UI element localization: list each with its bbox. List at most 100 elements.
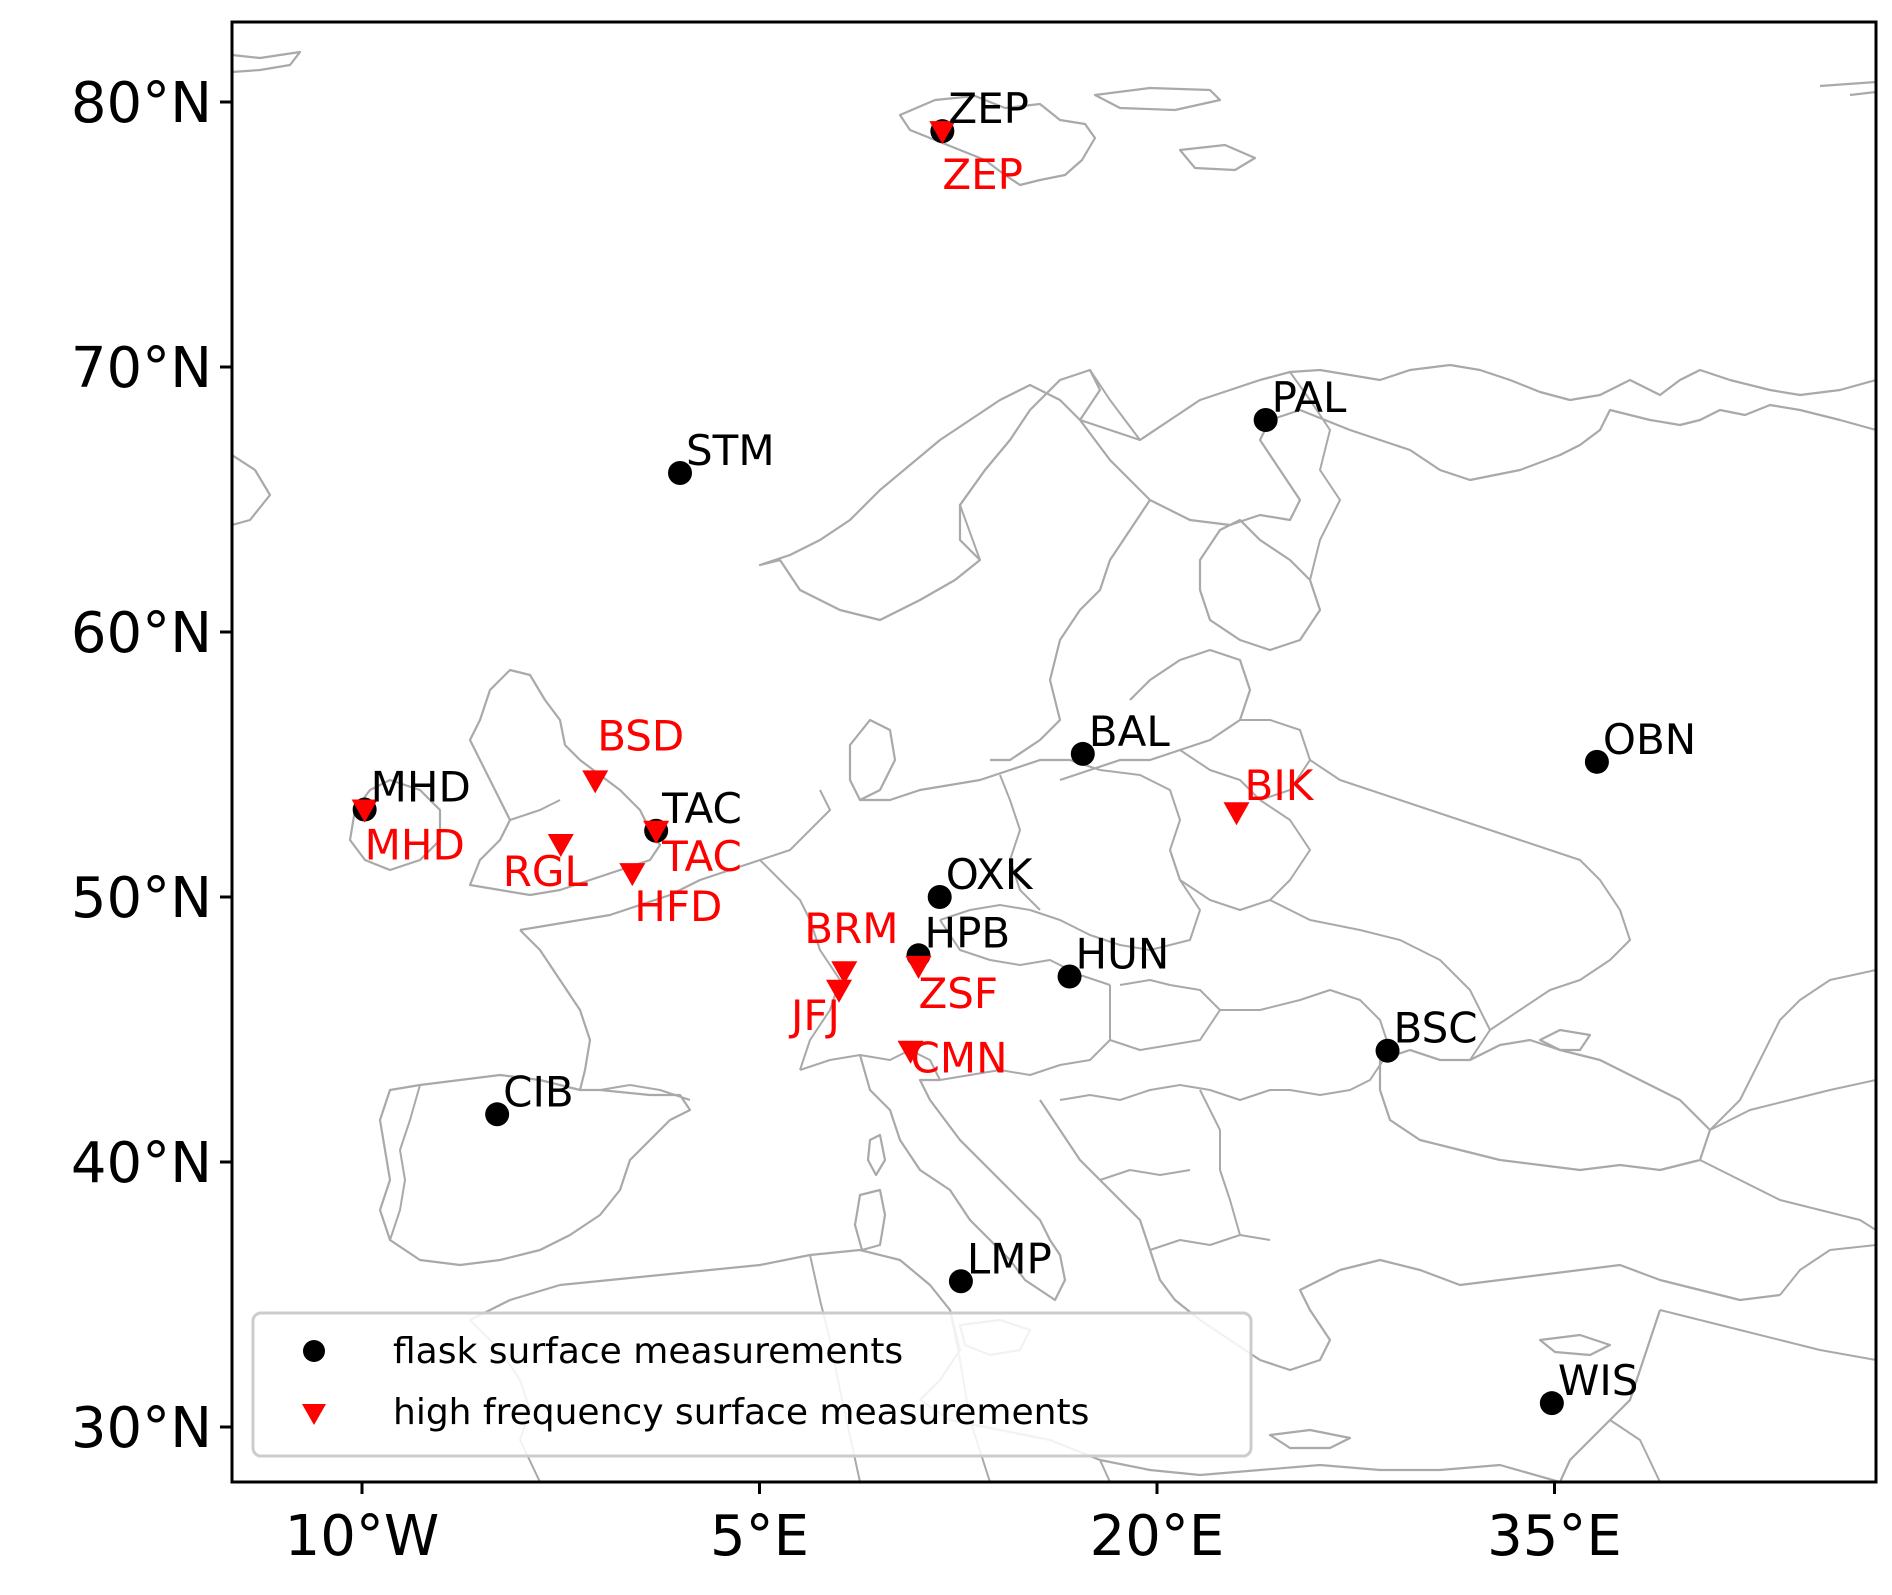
flask-station-marker-stm xyxy=(668,461,692,485)
coastline-franz-josef xyxy=(1819,80,1876,97)
y-tick-label: 40°N xyxy=(71,1131,212,1196)
hf-station-label-zep: ZEP xyxy=(942,150,1023,199)
border-portugal xyxy=(389,1084,421,1241)
border-germany-poland xyxy=(999,774,1041,911)
coastline-turkey-south xyxy=(1339,1258,1781,1302)
y-axis: 30°N 40°N 50°N 60°N 70°N 80°N xyxy=(71,71,232,1461)
coastline-svalbard-north xyxy=(1093,86,1222,112)
flask-station-label-pal: PAL xyxy=(1272,373,1347,422)
flask-station-marker-bsc xyxy=(1375,1038,1400,1063)
flask-station-marker-pal xyxy=(1253,408,1278,432)
flask-station-label-oxk: OXK xyxy=(946,850,1034,899)
y-tick-label: 60°N xyxy=(71,601,212,666)
flask-station-label-hun: HUN xyxy=(1076,930,1170,979)
x-tick-label: 5°E xyxy=(710,1504,809,1569)
hf-station-marker-rgl xyxy=(547,834,574,857)
legend-hf-marker xyxy=(302,1404,326,1425)
coastline-adriatic-east xyxy=(1039,1099,1201,1321)
border-benelux xyxy=(729,789,831,921)
y-tick-label: 30°N xyxy=(71,1396,212,1461)
coastline-cyprus xyxy=(1538,1333,1612,1357)
coastline-sardinia xyxy=(853,1188,887,1252)
hf-station-marker-bsd xyxy=(582,770,609,794)
flask-station-label-stm: STM xyxy=(686,426,775,475)
coastline-levant xyxy=(1558,1309,1662,1482)
flask-station-label-lmp: LMP xyxy=(967,1234,1052,1283)
high-frequency-stations xyxy=(351,121,1250,1064)
border-poland-east xyxy=(1099,769,1201,951)
border-balkans xyxy=(1059,1084,1271,1251)
hf-station-marker-bik xyxy=(1223,802,1250,826)
border-france-spain xyxy=(599,1084,691,1101)
hf-station-marker-zep xyxy=(929,121,956,145)
flask-station-label-cib: CIB xyxy=(503,1067,574,1116)
hf-station-marker-brm xyxy=(831,961,858,985)
border-austria xyxy=(939,985,1111,1081)
y-tick-label: 80°N xyxy=(71,71,212,136)
flask-station-label-wis: WIS xyxy=(1558,1356,1639,1405)
hf-station-label-cmn: CMN xyxy=(911,1034,1008,1083)
coastline-france-west xyxy=(519,929,592,1091)
flask-station-label-mhd: MHD xyxy=(371,763,471,812)
coastline-denmark xyxy=(848,718,897,802)
flask-station-marker-hun xyxy=(1057,964,1082,989)
coastline-svalbard xyxy=(898,94,1097,187)
hf-station-label-brm: BRM xyxy=(804,904,898,953)
hf-station-label-jfj: JFJ xyxy=(788,991,840,1040)
x-axis: 10°W 5°E 20°E 35°E xyxy=(285,1482,1622,1569)
border-turkey-east xyxy=(1699,1159,1876,1296)
coastline-svalbard-east xyxy=(1178,143,1257,172)
x-tick-label: 35°E xyxy=(1487,1504,1622,1569)
border-baltics xyxy=(1179,719,1311,801)
border-switzerland xyxy=(799,1049,941,1081)
flask-station-label-tac: TAC xyxy=(661,784,742,833)
flask-station-label-hpb: HPB xyxy=(925,908,1011,957)
flask-station-label-bsc: BSC xyxy=(1394,1004,1478,1053)
hf-station-marker-mhd xyxy=(351,799,378,823)
hf-station-label-rgl: RGL xyxy=(503,847,589,896)
coastline-great-britain xyxy=(468,668,662,897)
hf-station-label-hfd: HFD xyxy=(634,882,722,931)
coastline-corsica xyxy=(866,1133,887,1177)
map-frame xyxy=(230,20,1878,1484)
coastlines-and-borders xyxy=(232,50,1876,1482)
flask-station-marker-obn xyxy=(1584,749,1609,774)
legend-hf-label: high frequency surface measurements xyxy=(393,1392,1089,1433)
coastline-crete xyxy=(1268,1428,1352,1450)
border-scotland xyxy=(509,799,561,821)
coastline-baltic-north xyxy=(990,499,1151,762)
coastline-italy xyxy=(858,1054,1067,1302)
flask-station-marker-lmp xyxy=(948,1269,973,1294)
flask-station-marker-bal xyxy=(1070,741,1095,766)
x-tick-label: 20°E xyxy=(1090,1504,1225,1569)
coastline-finland xyxy=(1198,518,1322,652)
flask-station-label-obn: OBN xyxy=(1603,715,1696,764)
hf-station-label-bik: BIK xyxy=(1245,761,1315,810)
flask-station-marker-oxk xyxy=(927,885,952,909)
hf-station-label-tac: TAC xyxy=(661,832,742,881)
coastline-greenland-edge xyxy=(232,50,302,74)
hf-station-marker-zsf xyxy=(905,955,932,979)
flask-station-marker-cib xyxy=(485,1102,510,1127)
coastline-ireland xyxy=(348,778,442,872)
flask-station-label-bal: BAL xyxy=(1089,707,1171,756)
hf-station-label-zsf: ZSF xyxy=(919,969,999,1018)
coastline-france-north xyxy=(519,868,731,932)
hf-station-marker-tac xyxy=(643,820,670,844)
border-russia-kazakh xyxy=(1709,969,1876,1131)
legend-flask-label: flask surface measurements xyxy=(393,1331,903,1372)
flask-station-marker-wis xyxy=(1539,1391,1564,1416)
legend: flask surface measurements high frequenc… xyxy=(251,1311,1253,1458)
legend-box xyxy=(251,1311,1253,1458)
x-tick-label: 10°W xyxy=(285,1504,440,1569)
border-caucasus xyxy=(1709,1079,1876,1131)
y-tick-label: 70°N xyxy=(71,336,212,401)
legend-flask-marker xyxy=(303,1340,325,1362)
border-sweden-norway xyxy=(959,369,1141,561)
border-levant xyxy=(1609,1309,1876,1482)
station-labels: ZEP PAL STM BAL OBN MHD TAC OXK HPB HUN BSC CIB LMP W… xyxy=(365,84,1697,1405)
coastline-german-baltic xyxy=(860,758,1101,802)
hf-station-marker-cmn xyxy=(897,1040,924,1064)
hf-station-label-mhd: MHD xyxy=(365,821,465,870)
